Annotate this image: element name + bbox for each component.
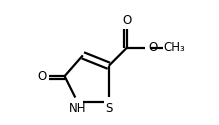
Text: CH₃: CH₃ [164,41,185,54]
Text: S: S [105,102,113,115]
Text: O: O [37,70,46,83]
Text: O: O [148,41,157,54]
Text: NH: NH [69,102,86,115]
Text: O: O [122,14,132,27]
